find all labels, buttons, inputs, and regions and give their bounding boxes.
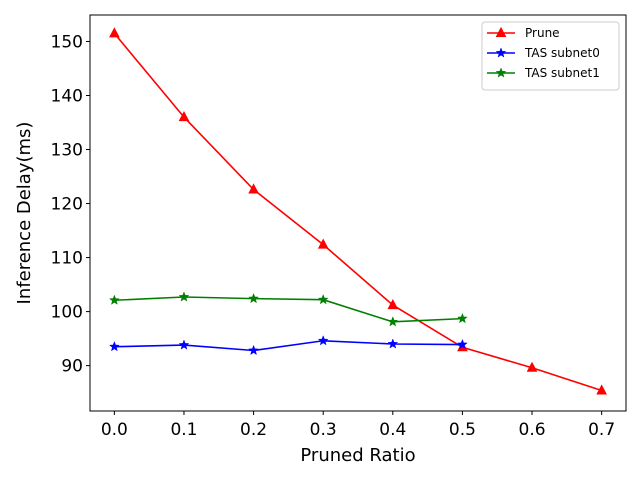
y-tick-label: 150 [51,32,83,52]
y-tick-label: 110 [51,249,83,269]
y-tick-label: 90 [61,357,83,377]
legend-marker-prune [495,26,507,37]
plot-layer [108,27,607,395]
x-tick-label: 0.0 [101,420,128,440]
y-axis: 90 100 110 120 130 140 150 [51,32,90,377]
legend-label-prune: Prune [525,26,560,40]
x-tick-label: 0.4 [379,420,406,440]
x-tick-label: 0.6 [519,420,546,440]
plot-frame [89,14,627,412]
data-point-prune [596,384,607,395]
data-point-prune [317,238,329,249]
data-point-tas-subnet1 [456,312,468,324]
x-tick-label: 0.7 [588,420,615,440]
x-tick-label: 0.2 [240,420,267,440]
y-tick-label: 130 [51,141,83,161]
legend-label-tas-subnet0: TAS subnet0 [524,46,600,60]
y-axis-label: Inference Delay(ms) [14,122,35,305]
x-tick-label: 0.5 [449,420,476,440]
x-tick-label: 0.3 [310,420,337,440]
y-tick-label: 120 [51,195,83,215]
data-point-tas-subnet0 [387,338,399,349]
data-point-tas-subnet1 [387,316,399,327]
x-axis-label: Pruned Ratio [300,445,415,466]
legend-marker-tas-subnet1 [495,67,507,78]
series-line-tas-subnet1 [114,296,463,323]
data-point-tas-subnet0 [456,338,468,350]
legend: Prune TAS subnet0 TAS subnet1 [481,21,620,91]
data-point-tas-subnet1 [108,294,120,305]
legend-label-tas-subnet1: TAS subnet1 [524,66,600,80]
series-tas-subnet1 [108,291,468,327]
legend-marker-tas-subnet0 [495,47,507,58]
data-point-tas-subnet1 [317,293,329,305]
series-tas-subnet0 [108,335,468,356]
series-line-prune [113,32,602,392]
data-point-tas-subnet0 [317,335,329,346]
y-tick-label: 100 [51,303,83,323]
data-point-prune [387,299,399,310]
x-tick-label: 0.1 [170,420,197,440]
data-point-tas-subnet1 [248,292,260,304]
data-point-tas-subnet0 [178,339,190,350]
data-point-prune [526,361,538,372]
data-point-prune [109,27,120,38]
x-axis: 0.0 0.1 0.2 0.3 0.4 0.5 0.6 0.7 [101,411,615,440]
data-point-tas-subnet0 [108,340,120,352]
data-point-prune [178,111,190,122]
data-point-prune [248,183,259,194]
series-line-tas-subnet0 [114,339,463,352]
y-tick-label: 140 [51,86,83,106]
data-point-tas-subnet0 [248,344,260,356]
legend-frame [481,21,620,91]
data-point-tas-subnet1 [178,291,190,302]
